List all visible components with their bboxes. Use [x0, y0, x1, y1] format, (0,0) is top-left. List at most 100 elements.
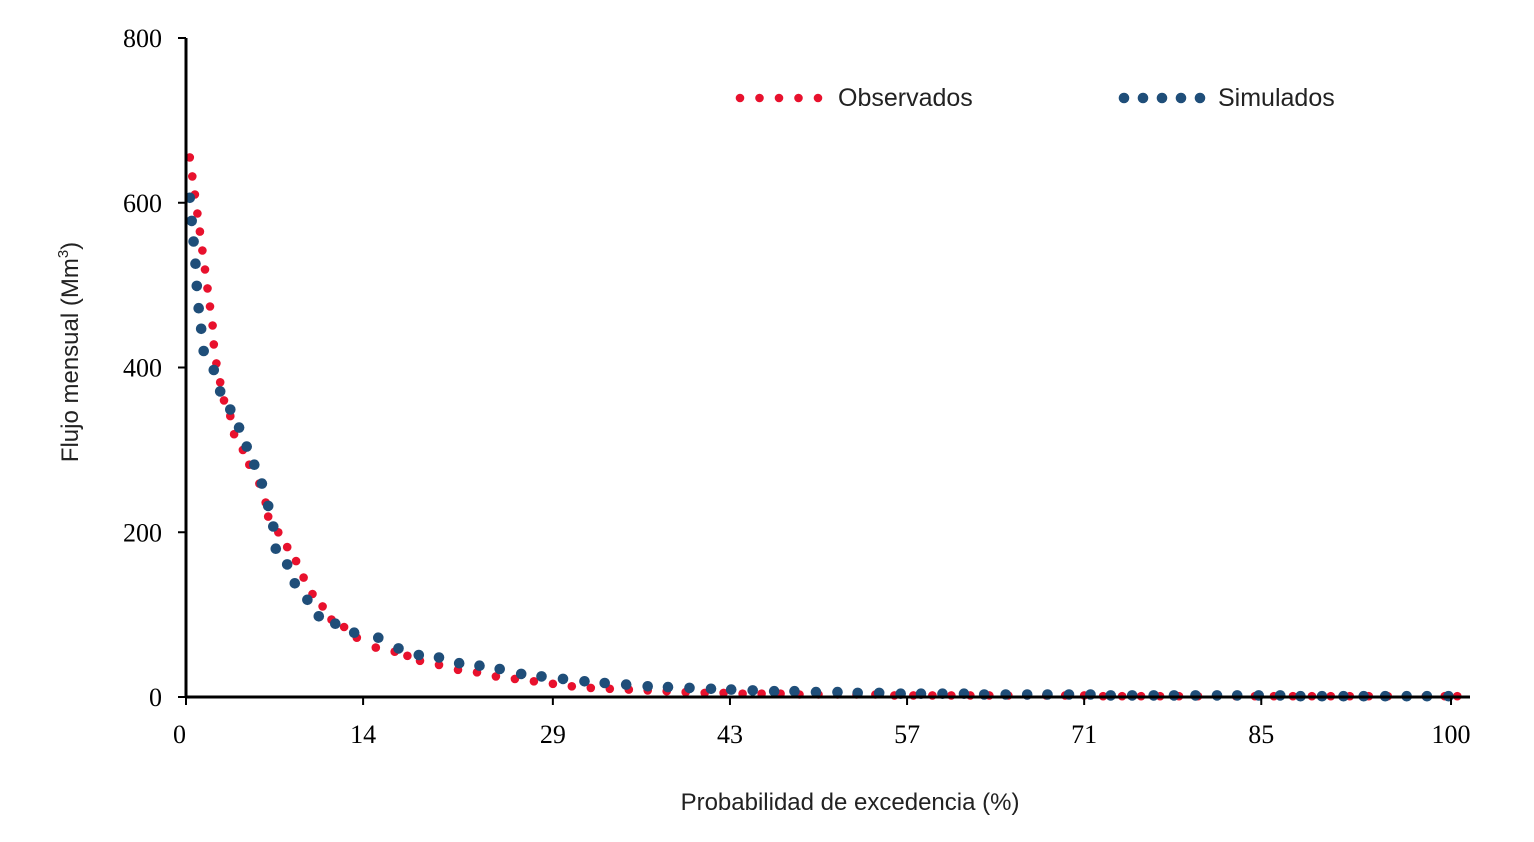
data-point-simulados [810, 686, 822, 698]
x-tick-label: 57 [894, 720, 920, 749]
data-point-observados [403, 651, 412, 661]
legend-marker-dot [1156, 92, 1168, 104]
legend-marker-dot [1194, 92, 1206, 104]
data-point-simulados [1253, 690, 1264, 701]
data-point-simulados [725, 684, 737, 695]
y-axis-title: Flujo mensual (Mm3) [55, 242, 84, 462]
data-point-observados [586, 683, 596, 693]
data-point-observados [318, 602, 327, 611]
data-point-observados [188, 172, 197, 181]
data-point-simulados [1105, 690, 1116, 701]
data-point-simulados [642, 681, 653, 692]
data-point-observados [371, 643, 381, 652]
y-axis-title-main: Flujo mensual (Mm [57, 258, 84, 462]
data-point-simulados [289, 578, 301, 589]
data-point-simulados [393, 643, 404, 654]
data-point-simulados [620, 679, 632, 690]
legend-item-observados [735, 93, 823, 103]
legend-item-simulados [1118, 92, 1206, 104]
data-point-observados [567, 682, 577, 691]
data-point-observados [198, 246, 207, 255]
data-point-simulados [515, 668, 527, 680]
data-point-observados [291, 556, 301, 566]
data-point-simulados [705, 683, 717, 695]
legend-marker-dot [1175, 92, 1187, 104]
data-point-simulados [281, 559, 293, 570]
data-point-simulados [214, 386, 226, 397]
legend-marker-dot [755, 93, 764, 103]
data-point-simulados [789, 685, 800, 697]
data-point-observados [263, 512, 273, 521]
y-tick-label: 800 [123, 24, 162, 53]
data-point-simulados [1190, 690, 1201, 701]
y-tick-label: 600 [123, 189, 162, 218]
data-point-simulados [190, 258, 201, 270]
data-point-simulados [768, 685, 780, 697]
legend-label-simulados: Simulados [1218, 84, 1335, 112]
x-tick-label: 43 [717, 720, 743, 749]
data-point-observados [282, 542, 292, 552]
data-point-simulados [198, 345, 209, 357]
data-point-simulados [233, 422, 245, 433]
data-point-simulados [313, 611, 325, 622]
legend-marker-dot [1137, 92, 1149, 104]
data-point-simulados [188, 236, 199, 247]
data-point-observados [434, 660, 444, 670]
data-point-simulados [747, 685, 758, 696]
data-point-simulados [413, 649, 425, 661]
data-point-simulados [225, 404, 236, 415]
y-tick-label: 0 [149, 683, 162, 712]
data-point-observados [185, 153, 195, 162]
data-point-observados [203, 284, 212, 293]
data-point-simulados [270, 543, 282, 554]
legend-marker-dot [1118, 92, 1130, 104]
y-tick-label: 400 [123, 354, 162, 383]
data-point-observados [219, 396, 229, 405]
data-point-simulados [1274, 690, 1286, 701]
data-point-observados [339, 622, 349, 632]
data-point-simulados [557, 673, 569, 685]
x-tick-label: 0 [173, 720, 186, 749]
data-point-simulados [684, 682, 695, 694]
data-point-observados [719, 688, 728, 698]
data-point-simulados [1231, 690, 1243, 701]
data-point-simulados [195, 323, 207, 335]
data-point-simulados [208, 364, 220, 376]
legend-marker-dot [735, 93, 745, 103]
data-point-simulados [494, 663, 506, 675]
legend-marker-dot [774, 93, 784, 103]
data-point-simulados [193, 302, 204, 314]
data-point-simulados [249, 459, 260, 471]
data-point-observados [205, 302, 215, 311]
data-point-observados [491, 672, 501, 681]
data-point-observados [529, 677, 539, 686]
data-point-observados [193, 209, 202, 218]
data-point-observados [208, 321, 217, 330]
legend-label-observados: Observados [838, 84, 973, 112]
data-point-simulados [599, 677, 610, 689]
data-point-simulados [348, 627, 360, 638]
data-point-simulados [832, 686, 843, 698]
data-point-simulados [1126, 690, 1138, 701]
y-axis-title-superscript: 3 [55, 250, 72, 258]
x-tick-label: 71 [1071, 720, 1097, 749]
y-tick-label: 200 [123, 518, 162, 547]
data-point-simulados [256, 478, 268, 489]
data-point-simulados [536, 671, 547, 682]
data-point-observados [299, 573, 308, 582]
x-tick-label: 14 [350, 720, 376, 749]
data-point-observados [215, 378, 225, 387]
data-point-simulados [1168, 690, 1180, 701]
data-point-simulados [1148, 690, 1159, 701]
data-point-observados [548, 679, 558, 689]
data-point-simulados [453, 657, 465, 669]
series-simulados [184, 192, 1454, 702]
data-point-simulados [330, 618, 341, 629]
axes [184, 38, 1470, 699]
x-tick-label: 100 [1432, 720, 1471, 749]
data-point-simulados [262, 500, 274, 512]
data-point-simulados [579, 676, 590, 687]
legend: Observados Simulados [735, 84, 1335, 112]
x-axis-title: Probabilidad de excedencia (%) [681, 789, 1020, 816]
